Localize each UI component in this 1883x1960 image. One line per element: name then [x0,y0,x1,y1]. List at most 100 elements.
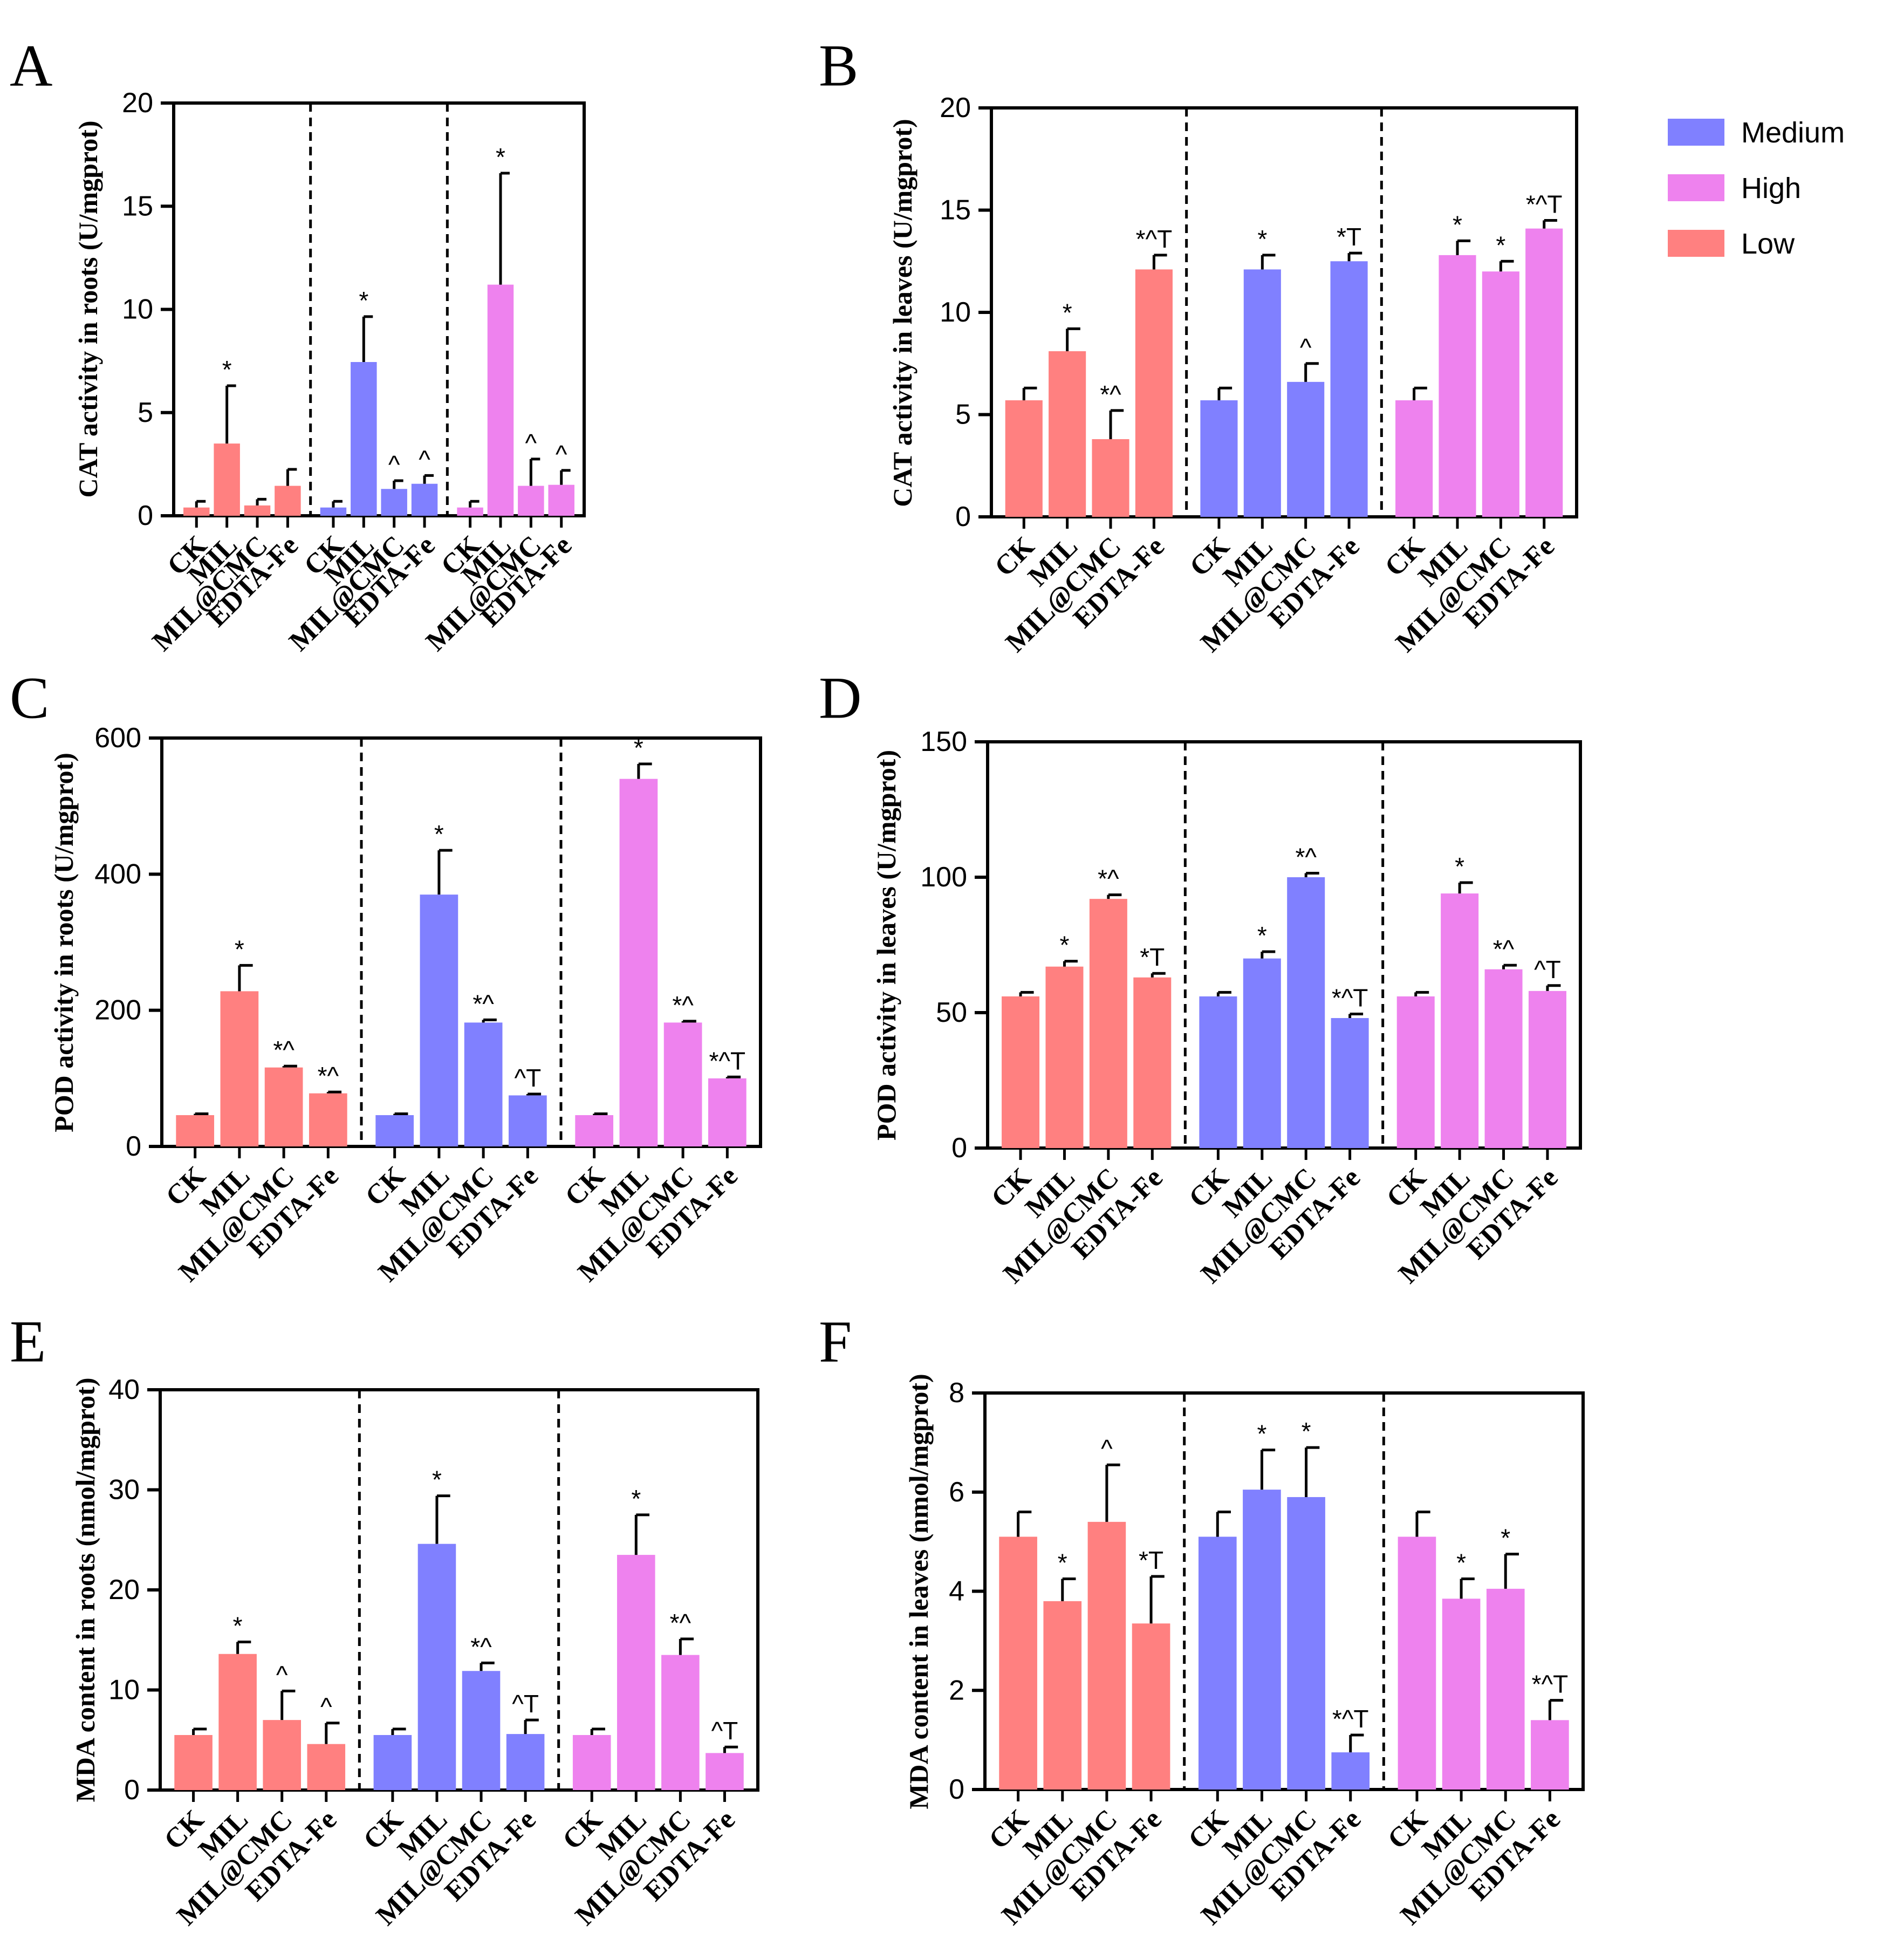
y-axis-label: MDA content in roots (nmol/mgprot) [70,1378,100,1802]
bar-low-mil [1043,1601,1082,1790]
significance-label: *^ [1098,865,1119,893]
legend-label-high: High [1741,172,1801,204]
legend-label-low: Low [1741,228,1795,260]
significance-label: * [496,143,505,171]
y-tick-label: 6 [949,1477,964,1508]
panel-b: B 0 5 10 15 20 CAT activity in leaves (U/mgpro… [819,32,1578,658]
y-tick-label: 15 [940,195,971,226]
bar-high-mil@cmc [1484,969,1523,1148]
significance-label: * [359,286,368,315]
significance-label: ^T [514,1064,541,1092]
bar-low-mil@cmc [1092,439,1129,517]
panel-letter: A [10,32,52,98]
y-tick-label: 20 [108,1574,140,1606]
y-tick-label: 10 [122,294,153,325]
significance-label: *^ [1295,843,1317,871]
bar-low-mil@cmc [1087,1521,1126,1790]
bar-medium-edta-fe [1330,261,1368,517]
bar-low-mil [220,991,259,1146]
significance-label: *^T [1532,1670,1569,1698]
y-tick-label: 400 [94,858,141,890]
significance-label: * [1257,1420,1266,1448]
significance-label: *^T [1332,984,1368,1012]
bar-high-mil@cmc [518,486,544,516]
bar-low-mil@cmc [264,1067,303,1146]
significance-label: * [1060,931,1070,959]
significance-label: *^ [318,1062,339,1090]
y-tick-label: 200 [94,995,141,1026]
legend-label-medium: Medium [1741,117,1845,149]
significance-label: * [1501,1524,1510,1552]
bar-medium-mil@cmc [464,1022,503,1146]
bar-low-edta-fe [275,486,301,516]
significance-label: * [1063,298,1072,326]
significance-label: * [1302,1417,1311,1445]
significance-label: *T [1140,943,1165,971]
significance-label: * [1496,231,1505,259]
significance-label: * [1456,1549,1466,1577]
bar-low-edta-fe [307,1744,346,1790]
significance-label: ^ [1300,333,1312,361]
legend-swatch-low [1668,230,1724,257]
bar-low-ck [999,1536,1037,1790]
bar-high-edta-fe [708,1078,747,1146]
y-tick-label: 10 [108,1675,140,1706]
bar-low-mil@cmc [244,505,271,516]
significance-label: ^T [711,1717,738,1745]
bar-low-mil@cmc [1089,899,1127,1148]
significance-label: ^ [320,1693,332,1721]
panel-d: D 0 50 100 150 POD activity in leaves (U/mgpr… [819,665,1582,1289]
y-tick-label: 15 [122,190,153,222]
bar-medium-mil [1243,958,1281,1148]
bar-low-edta-fe [1135,269,1173,517]
panel-a: A 0 5 10 15 20 CAT activity in roots (U/mgprot… [10,32,586,657]
y-axis-label: POD activity in leaves (U/mgprot) [871,750,901,1141]
panel-letter: B [819,32,858,98]
bar-high-mil [619,778,658,1146]
bar-low-edta-fe [1133,977,1172,1148]
bar-high-mil [1441,893,1479,1148]
bar-low-edta-fe [309,1093,347,1146]
significance-label: * [222,356,232,384]
significance-label: ^T [1534,955,1561,984]
bar-low-ck [1002,996,1040,1148]
panel-letter: C [10,665,49,730]
bar-medium-ck [1200,400,1238,517]
bar-high-edta-fe [1531,1720,1569,1790]
bar-medium-edta-fe [506,1734,545,1790]
significance-label: *^T [1526,190,1563,218]
significance-label: * [1453,210,1462,238]
significance-label: ^ [556,440,567,468]
y-axis-label: CAT activity in leaves (U/mgprot) [887,119,917,507]
significance-label: * [1455,852,1464,880]
bar-low-ck [1005,400,1043,517]
bar-high-mil@cmc [1482,271,1519,517]
panel-letter: E [10,1308,46,1374]
bar-medium-ck [1198,1536,1237,1790]
bar-high-mil@cmc [1486,1588,1525,1790]
bar-high-ck [457,507,483,516]
bar-medium-edta-fe [1331,1752,1370,1790]
bar-low-ck [176,1115,215,1146]
bar-medium-mil@cmc [1287,1497,1325,1790]
bar-high-edta-fe [548,484,574,516]
bar-medium-ck [373,1734,412,1790]
y-tick-label: 10 [940,297,971,328]
bar-high-ck [1395,400,1433,517]
bar-high-ck [572,1734,611,1790]
bar-high-mil [1442,1599,1481,1790]
bar-low-mil [214,443,240,516]
y-tick-label: 0 [126,1131,141,1162]
significance-label: * [1257,921,1267,950]
bar-low-edta-fe [1132,1623,1170,1790]
panel-letter: D [819,665,861,730]
bar-medium-mil@cmc [462,1671,501,1790]
significance-label: *^ [473,989,494,1017]
bar-low-mil [1049,351,1086,517]
panel-e: E 0 10 20 30 40 MDA content in roots (nmol/mgp… [10,1308,759,1931]
y-tick-label: 30 [108,1474,140,1506]
significance-label: * [432,1466,442,1494]
bar-high-edta-fe [1528,991,1566,1148]
legend-swatch-high [1668,174,1724,201]
